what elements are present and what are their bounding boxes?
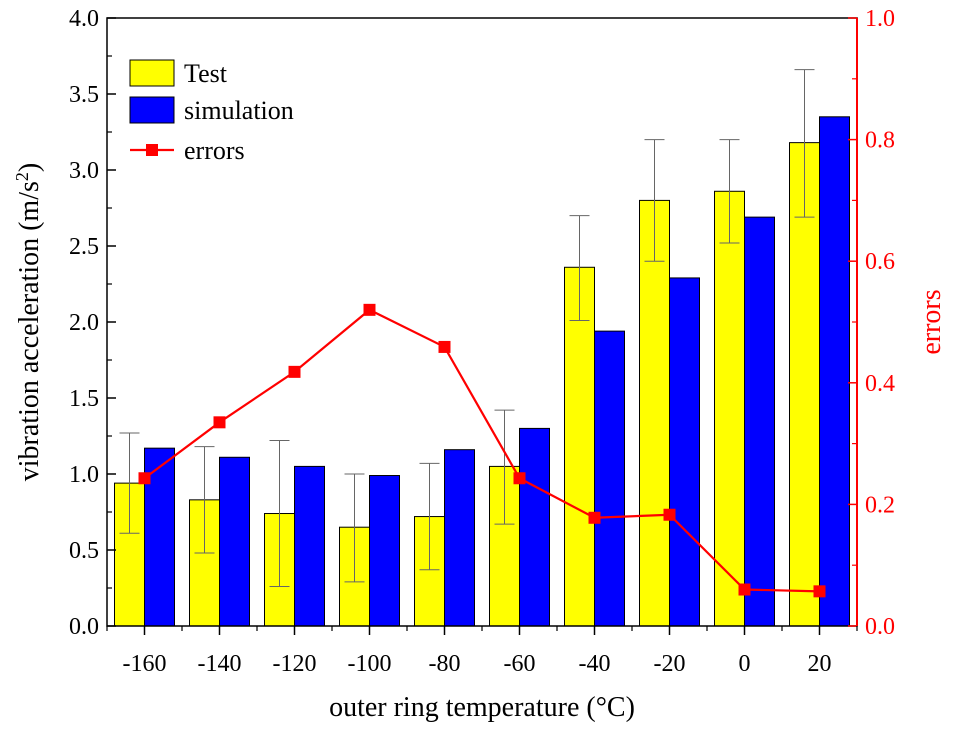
errorbars-layer: [119, 69, 815, 587]
y-axis-label-close: ): [14, 163, 45, 172]
left-tick-label: 0.5: [69, 538, 99, 564]
simulation-bar: [594, 330, 625, 627]
simulation-bar: [669, 277, 700, 627]
x-tick-label: -20: [654, 651, 686, 677]
right-tick-label: 0.6: [865, 249, 895, 275]
left-tick-label: 2.5: [69, 234, 99, 260]
x-tick-label: -160: [123, 651, 167, 677]
simulation-bar: [819, 116, 850, 627]
legend: Test simulation errors: [129, 59, 294, 165]
test-bar: [714, 190, 745, 627]
errors-point: [738, 583, 751, 596]
simulation-bar: [519, 427, 550, 627]
left-y-axis: 0.0 0.5 1.0 1.5 2.0 2.5 3.0 3.5 4.0: [69, 6, 116, 640]
errors-point: [588, 511, 601, 524]
left-tick-label: 3.5: [69, 82, 99, 108]
right-y-axis-label: errors: [916, 289, 947, 354]
right-tick-label: 0.4: [865, 371, 895, 397]
left-tick-label: 0.0: [69, 614, 99, 640]
simulation-bar: [369, 475, 400, 627]
x-axis-label: outer ring temperature (°C): [329, 692, 635, 723]
legend-simulation-label: simulation: [184, 96, 294, 125]
x-tick-label: 20: [808, 651, 832, 677]
x-tick-label: -120: [273, 651, 317, 677]
errors-point: [288, 365, 301, 378]
right-tick-label: 0.2: [865, 492, 895, 518]
errors-point: [438, 340, 451, 353]
x-tick-label: -140: [198, 651, 242, 677]
x-axis: -160 -140 -120 -100 -80 -60 -40 -20 0 20: [106, 626, 858, 677]
right-tick-label: 1.0: [865, 6, 895, 32]
errors-line-layer: [138, 303, 826, 598]
errors-point: [363, 303, 376, 316]
errors-point: [813, 585, 826, 598]
errors-point: [138, 472, 151, 485]
legend-simulation-swatch: [129, 96, 175, 124]
simulation-bar: [444, 449, 475, 627]
x-tick-label: -80: [429, 651, 461, 677]
simulation-bar: [744, 216, 775, 627]
bars-layer: [114, 116, 850, 627]
left-tick-label: 3.0: [69, 158, 99, 184]
left-tick-label: 2.0: [69, 310, 99, 336]
x-tick-label: -40: [579, 651, 611, 677]
right-tick-label: 0.8: [865, 128, 895, 154]
legend-test-label: Test: [184, 59, 228, 88]
simulation-bar: [294, 465, 325, 627]
left-tick-label: 4.0: [69, 6, 99, 32]
right-y-axis: 0.0 0.2 0.4 0.6 0.8 1.0: [848, 6, 895, 640]
test-bar: [639, 199, 670, 627]
y-axis-label-main: vibration acceleration (m/s: [14, 181, 45, 481]
legend-errors-marker: [146, 144, 158, 156]
legend-errors-label: errors: [184, 136, 245, 165]
errors-point: [663, 508, 676, 521]
errors-line: [143, 308, 820, 593]
y-axis-label: vibration acceleration (m/s2): [12, 163, 45, 481]
simulation-bar: [219, 456, 250, 627]
test-bar: [789, 142, 820, 627]
left-tick-label: 1.0: [69, 462, 99, 488]
x-tick-label: -100: [348, 651, 392, 677]
right-tick-label: 0.0: [865, 614, 895, 640]
left-tick-label: 1.5: [69, 386, 99, 412]
y-axis-label-superscript: 2: [12, 172, 32, 181]
test-bar: [564, 266, 595, 627]
x-tick-label: 0: [739, 651, 751, 677]
x-tick-label: -60: [504, 651, 536, 677]
legend-test-swatch: [129, 59, 175, 87]
errors-point: [213, 416, 226, 429]
errors-point: [513, 472, 526, 485]
